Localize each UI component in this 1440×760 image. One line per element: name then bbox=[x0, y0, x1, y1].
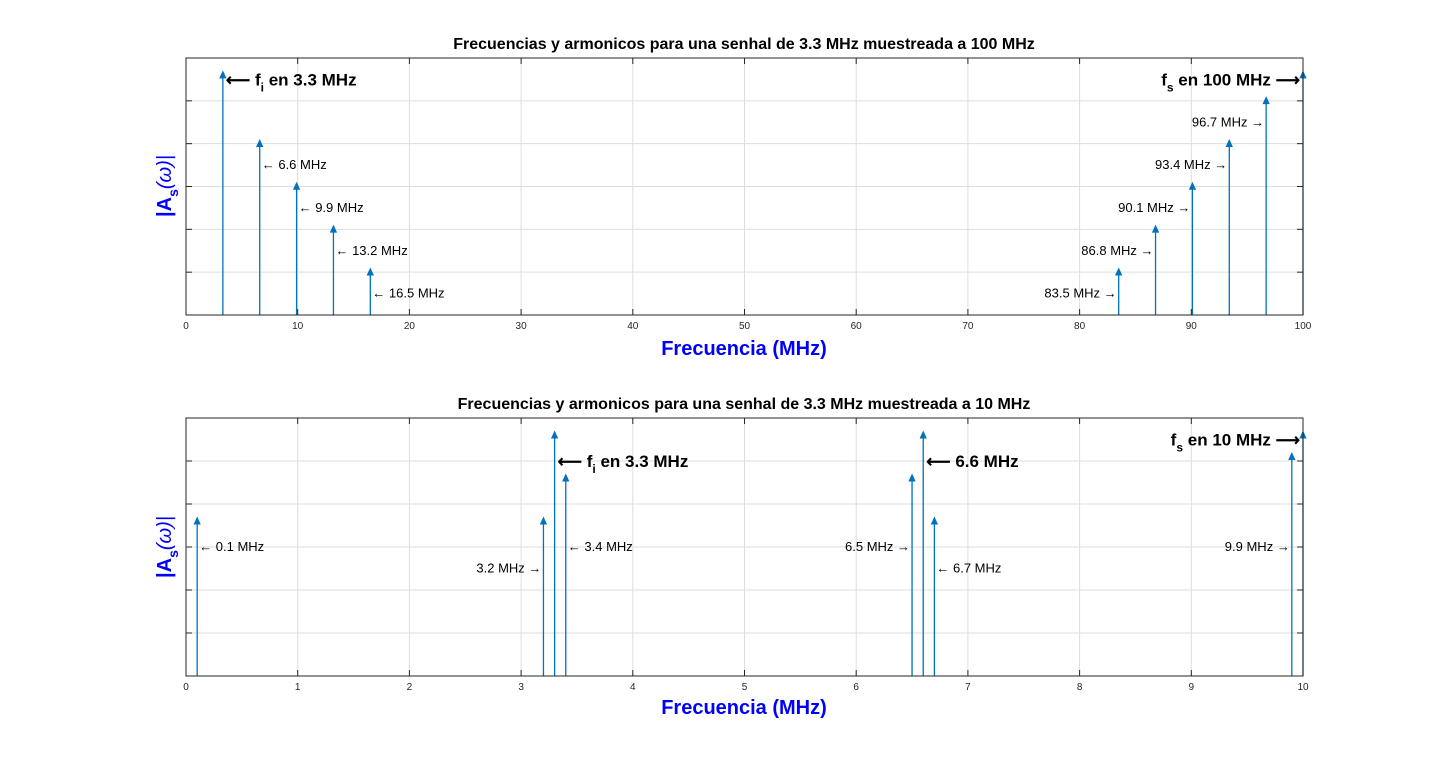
stem-annotation: ← 13.2 MHz bbox=[335, 243, 407, 258]
stem-annotation: 9.9 MHz → bbox=[1225, 539, 1290, 554]
stem bbox=[1225, 138, 1233, 315]
x-axis-label: Frecuencia (MHz) bbox=[661, 338, 827, 360]
x-tick-label: 2 bbox=[407, 682, 413, 693]
stem bbox=[292, 181, 301, 315]
stem bbox=[539, 516, 548, 676]
stem-annotation: 6.5 MHz → bbox=[845, 539, 910, 554]
stems bbox=[219, 70, 1307, 315]
grid bbox=[186, 418, 1303, 676]
x-tick-label: 9 bbox=[1189, 682, 1195, 693]
stem-annotation: ⟵ fi en 3.3 MHz bbox=[226, 70, 357, 94]
stem bbox=[193, 516, 201, 676]
annotations: ← 0.1 MHz ⟵ fi en 3.3 MHz 3.2 MHz → ← 3.4 M… bbox=[199, 431, 1300, 576]
x-tick-label: 60 bbox=[851, 321, 863, 332]
stem-annotation: ⟵ fi en 3.3 MHz bbox=[558, 452, 689, 476]
stem-annotation: 86.8 MHz → bbox=[1081, 243, 1153, 258]
stem bbox=[256, 138, 264, 315]
chart-panel-top: Frecuencias y armonicos para una senhal … bbox=[154, 36, 1312, 360]
stem-annotation: ← 0.1 MHz bbox=[199, 539, 264, 554]
stem bbox=[1188, 181, 1197, 315]
x-tick-label: 10 bbox=[292, 321, 304, 332]
stem bbox=[908, 473, 916, 676]
stem-annotation: 83.5 MHz → bbox=[1044, 286, 1116, 301]
stem bbox=[550, 430, 559, 676]
annotations: ⟵ fi en 3.3 MHz ← 6.6 MHz ← 9.9 MHz ← 13.2 … bbox=[226, 70, 1300, 300]
x-ticks: 0 10 20 30 40 50 60 70 80 90 100 bbox=[183, 58, 1312, 332]
stems bbox=[193, 430, 1307, 676]
stem bbox=[329, 224, 338, 315]
x-axis-label: Frecuencia (MHz) bbox=[661, 697, 827, 719]
x-tick-label: 0 bbox=[183, 321, 189, 332]
stem bbox=[919, 430, 927, 676]
x-tick-label: 8 bbox=[1077, 682, 1083, 693]
stem-annotation: fs en 10 MHz ⟶ bbox=[1171, 431, 1300, 455]
stem-annotation: ← 9.9 MHz bbox=[299, 200, 364, 215]
x-tick-label: 4 bbox=[630, 682, 636, 693]
y-axis-label-tail: (ω)| bbox=[154, 516, 176, 550]
y-axis-label-main: |A bbox=[154, 197, 176, 217]
stem-annotation: 3.2 MHz → bbox=[476, 561, 541, 576]
y-axis-label-sub: s bbox=[165, 189, 181, 197]
x-tick-label: 1 bbox=[295, 682, 301, 693]
y-axis-label-tail: (ω)| bbox=[154, 155, 176, 189]
x-tick-label: 90 bbox=[1186, 321, 1198, 332]
x-tick-label: 6 bbox=[853, 682, 859, 693]
axes-box bbox=[185, 57, 1304, 316]
x-tick-label: 20 bbox=[404, 321, 416, 332]
x-tick-label: 5 bbox=[742, 682, 748, 693]
stem bbox=[562, 473, 570, 676]
stem bbox=[1262, 96, 1270, 315]
chart-title: Frecuencias y armonicos para una senhal … bbox=[458, 396, 1031, 413]
chart-panel-bottom: Frecuencias y armonicos para una senhal … bbox=[154, 396, 1309, 719]
stem bbox=[366, 267, 374, 315]
x-tick-label: 10 bbox=[1297, 682, 1309, 693]
chart-title: Frecuencias y armonicos para una senhal … bbox=[453, 36, 1035, 53]
stem bbox=[930, 516, 939, 676]
axes-box bbox=[185, 417, 1304, 677]
x-tick-label: 30 bbox=[516, 321, 528, 332]
y-axis-label-sub: s bbox=[165, 550, 181, 558]
stem bbox=[1151, 224, 1160, 315]
x-ticks: 0 1 2 3 4 5 6 7 8 9 10 bbox=[183, 418, 1309, 693]
grid bbox=[186, 58, 1303, 315]
y-axis-label-main: |A bbox=[154, 558, 176, 578]
stem-annotation: 90.1 MHz → bbox=[1118, 200, 1190, 215]
stem bbox=[1115, 267, 1123, 315]
stem-annotation: 96.7 MHz → bbox=[1192, 114, 1264, 129]
y-axis-label: |As(ω)| bbox=[154, 155, 181, 217]
x-tick-label: 70 bbox=[962, 321, 974, 332]
x-tick-label: 0 bbox=[183, 682, 189, 693]
stem-annotation: fs en 100 MHz ⟶ bbox=[1161, 70, 1300, 94]
stem bbox=[1288, 451, 1296, 676]
stem-annotation: ← 16.5 MHz bbox=[372, 286, 444, 301]
x-tick-label: 40 bbox=[627, 321, 639, 332]
stem-annotation: 93.4 MHz → bbox=[1155, 157, 1227, 172]
stem-annotation: ← 6.6 MHz bbox=[262, 157, 327, 172]
stem-annotation: ⟵ 6.6 MHz bbox=[926, 452, 1018, 471]
x-tick-label: 80 bbox=[1074, 321, 1086, 332]
x-tick-label: 3 bbox=[518, 682, 524, 693]
y-axis-label: |As(ω)| bbox=[154, 516, 181, 578]
stem bbox=[219, 70, 227, 315]
x-tick-label: 50 bbox=[739, 321, 751, 332]
x-tick-label: 7 bbox=[965, 682, 971, 693]
stem-annotation: ← 6.7 MHz bbox=[936, 561, 1001, 576]
x-tick-label: 100 bbox=[1295, 321, 1312, 332]
stem-annotation: ← 3.4 MHz bbox=[568, 539, 633, 554]
